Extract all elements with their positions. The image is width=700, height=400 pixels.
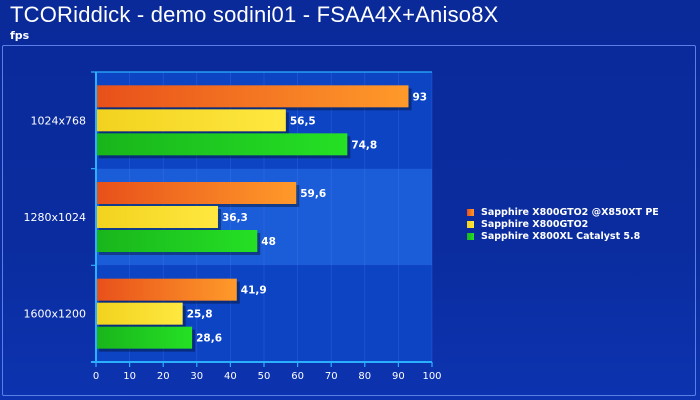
value-label: 56,5 [290, 115, 316, 127]
legend-item: Sapphire X800GTO2 [467, 218, 659, 230]
legend-swatch [467, 220, 474, 228]
tick-labels: 0 10 20 30 40 50 60 70 80 90 100 [93, 371, 442, 382]
category-label: 1600x1200 [24, 308, 87, 321]
chart-subtitle: fps [10, 29, 30, 42]
chart-title: TCORiddick - demo sodini01 - FSAA4X+Anis… [10, 2, 499, 27]
bar [96, 302, 183, 325]
bar [96, 182, 297, 204]
bar [96, 230, 258, 252]
legend-item: Sapphire X800XL Catalyst 5.8 [467, 230, 659, 242]
x-tick-label: 20 [157, 371, 170, 382]
value-label: 25,8 [187, 309, 213, 321]
x-tick-label: 90 [392, 371, 405, 382]
legend-label: Sapphire X800XL Catalyst 5.8 [481, 230, 641, 242]
legend-swatch [467, 232, 474, 240]
value-label: 74,8 [351, 139, 377, 151]
bar [96, 85, 409, 108]
category-label: 1024x768 [31, 114, 87, 127]
legend-swatch [467, 208, 474, 216]
x-tick-label: 80 [358, 371, 371, 382]
bars [96, 85, 412, 352]
value-labels: 93 56,5 74,8 59,6 36,3 48 41,9 25,8 28,6 [187, 91, 427, 344]
x-tick-label: 60 [291, 371, 304, 382]
value-label: 93 [412, 91, 427, 103]
legend-label: Sapphire X800GTO2 @X850XT PE [481, 206, 659, 218]
bar [96, 206, 218, 228]
x-tick-label: 100 [422, 371, 441, 382]
bar [96, 278, 237, 301]
x-tick-label: 0 [93, 371, 99, 382]
bar [96, 133, 348, 156]
x-tick-label: 40 [224, 371, 237, 382]
legend-label: Sapphire X800GTO2 [481, 218, 589, 230]
legend-item: Sapphire X800GTO2 @X850XT PE [467, 206, 659, 218]
x-tick-label: 50 [258, 371, 271, 382]
bar [96, 326, 193, 349]
x-tick-label: 10 [123, 371, 136, 382]
category-labels: 1024x768 1280x1024 1600x1200 [24, 114, 87, 320]
category-label: 1280x1024 [24, 211, 87, 224]
value-label: 59,6 [300, 188, 326, 200]
legend: Sapphire X800GTO2 @X850XT PE Sapphire X80… [467, 206, 659, 242]
x-tick-label: 70 [325, 371, 338, 382]
value-label: 36,3 [222, 212, 248, 224]
x-tick-label: 30 [190, 371, 203, 382]
value-label: 28,6 [196, 333, 222, 345]
chart-frame [2, 45, 696, 396]
value-label: 48 [261, 236, 276, 248]
bar [96, 109, 286, 132]
value-label: 41,9 [241, 285, 267, 297]
axis [91, 71, 433, 367]
